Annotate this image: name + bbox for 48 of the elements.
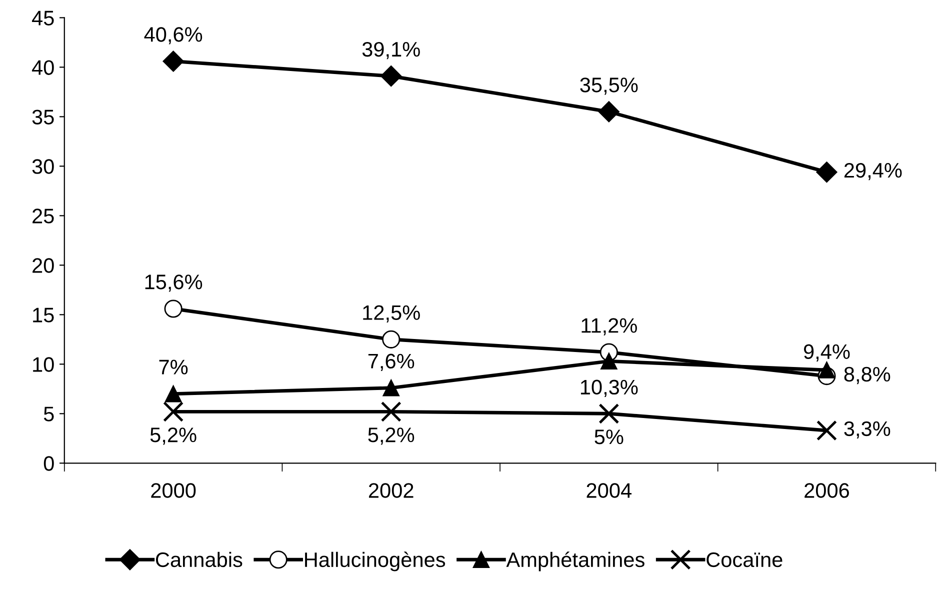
- y-tick-label: 35: [32, 110, 54, 124]
- x-tick-label: 2000: [151, 483, 196, 498]
- y-tick-label: 20: [32, 258, 54, 273]
- y-tick-label: 0: [44, 456, 54, 471]
- point: [382, 380, 400, 396]
- data-label: 9,4%: [804, 344, 850, 362]
- data-label: 5%: [594, 430, 624, 444]
- point: [816, 420, 838, 441]
- data-label: 5,2%: [368, 428, 414, 445]
- y-tick-label: 15: [33, 308, 54, 322]
- data-label: 11,2%: [582, 318, 637, 336]
- legend-label: Cannabis: [156, 552, 242, 568]
- x-tick-label: 2002: [368, 483, 414, 498]
- data-label: 12,5%: [363, 305, 420, 322]
- point: [818, 362, 836, 378]
- data-label: 3,3%: [844, 421, 890, 439]
- point: [163, 401, 184, 422]
- data-label: 40,6%: [144, 27, 202, 44]
- point: [598, 101, 620, 122]
- y-tick-label: 45: [32, 10, 54, 26]
- data-label: 8,8%: [844, 366, 890, 384]
- x-tick-label: 2006: [804, 483, 849, 498]
- y-tick-label: 5: [44, 406, 54, 422]
- point: [162, 50, 184, 72]
- data-label: 29,4%: [844, 162, 902, 180]
- point: [380, 66, 402, 87]
- point: [164, 300, 182, 318]
- y-tick-label: 40: [32, 60, 54, 75]
- data-label: 5,2%: [150, 428, 196, 445]
- data-label: 7,6%: [368, 354, 414, 371]
- data-label: 15,6%: [145, 274, 202, 292]
- data-label: 39,1%: [362, 42, 420, 60]
- y-tick-label: 10: [33, 357, 54, 372]
- y-tick-label: 30: [32, 159, 54, 174]
- data-label: 35,5%: [580, 78, 638, 95]
- point: [816, 162, 838, 183]
- point: [382, 330, 400, 348]
- point: [598, 403, 620, 424]
- legend-label: Amphétamines: [506, 552, 644, 572]
- data-label: 7%: [159, 360, 188, 374]
- legend-label: Cocaïne: [706, 552, 782, 568]
- point: [380, 401, 402, 422]
- point: [164, 386, 182, 402]
- x-tick-label: 2004: [586, 483, 632, 498]
- y-tick-label: 25: [32, 208, 54, 224]
- point: [600, 352, 618, 370]
- legend-label: Hallucinogènes: [305, 552, 446, 572]
- data-label: 10,3%: [580, 380, 638, 398]
